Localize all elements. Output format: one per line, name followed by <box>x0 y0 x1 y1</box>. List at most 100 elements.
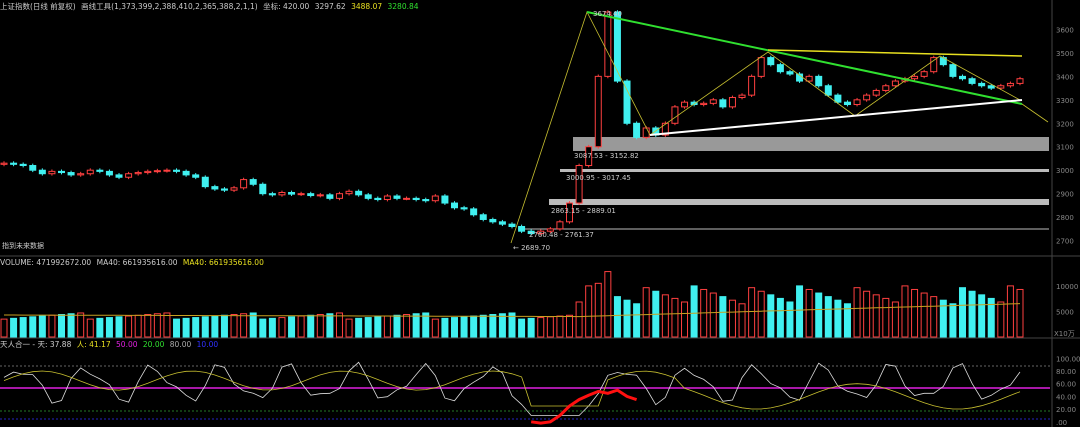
volume-bar <box>738 303 746 338</box>
price-tick-3500: 3500 <box>1056 50 1074 58</box>
candle <box>930 55 938 74</box>
volume-bar <box>633 303 641 338</box>
candle <box>278 190 286 197</box>
candle <box>824 83 832 98</box>
volume-bar <box>671 297 679 338</box>
candle <box>882 83 890 93</box>
candle <box>987 83 995 90</box>
volume-bar <box>144 314 152 338</box>
volume-bar <box>470 315 478 338</box>
volume-bar <box>834 299 842 338</box>
candle <box>585 144 593 168</box>
candle <box>374 196 382 202</box>
volume-bar <box>613 296 621 338</box>
candle <box>144 169 152 175</box>
volume-tick-10000: 10000 <box>1056 283 1078 291</box>
indicator-tick-4: 80.00 <box>1056 368 1076 376</box>
candle <box>125 171 133 180</box>
indicator-10: 10.00 <box>196 340 219 349</box>
candle <box>566 201 574 224</box>
candle <box>316 192 324 198</box>
volume-bar <box>0 318 8 338</box>
candle <box>134 170 142 176</box>
volume-bar <box>441 317 449 338</box>
candle <box>690 100 698 107</box>
candle <box>479 212 487 222</box>
candle <box>383 194 391 202</box>
volume-bar <box>508 312 516 338</box>
volume-bar <box>805 288 813 338</box>
candle <box>719 97 727 109</box>
candle <box>307 191 315 198</box>
volume-bar <box>220 314 228 338</box>
support-band-3 <box>549 199 1049 205</box>
support-band-2 <box>560 169 1049 172</box>
candle <box>0 161 8 167</box>
candle <box>67 170 75 177</box>
volume-bar <box>1006 285 1014 338</box>
candle <box>891 79 899 88</box>
candle <box>911 74 919 81</box>
volume-bar <box>383 315 391 338</box>
volume-bar <box>10 317 18 338</box>
volume-bar <box>815 292 823 338</box>
candle <box>58 169 66 175</box>
volume-bar <box>824 296 832 338</box>
candle <box>920 69 928 79</box>
volume-label: VOLUME: 471992672.00 <box>0 258 92 267</box>
volume-bar <box>748 287 756 338</box>
candle <box>403 196 411 201</box>
indicator-tian-line <box>3 361 1021 416</box>
candle <box>671 104 679 126</box>
candle <box>623 79 631 126</box>
volume-bar <box>498 313 506 338</box>
candle <box>498 219 506 227</box>
volume-bar <box>901 285 909 338</box>
candle <box>441 194 449 205</box>
candle <box>767 55 775 67</box>
volume-bar <box>978 294 986 338</box>
volume-bar <box>211 315 219 338</box>
indicator-ref-lines <box>0 365 1050 420</box>
indicator-ren-line <box>3 370 1021 410</box>
candle <box>968 76 976 86</box>
volume-bar <box>1016 288 1024 338</box>
indicator-ren: 人: 41.17 <box>76 340 111 349</box>
volume-bar <box>882 297 890 338</box>
volume-bar <box>690 285 698 338</box>
candle <box>297 191 305 197</box>
price-tick-3300: 3300 <box>1056 97 1074 105</box>
volume-bar <box>719 296 727 338</box>
candle <box>48 169 56 176</box>
volume-bar <box>891 301 899 338</box>
indicator-signal-line <box>530 388 638 425</box>
indicator-tick-5: 100.00 <box>1056 355 1080 363</box>
indicator-80: 80.00 <box>169 340 192 349</box>
candle <box>201 175 209 189</box>
yellow-trendline <box>767 49 1023 57</box>
volume-tick-5000: 5000 <box>1056 308 1074 316</box>
candle <box>604 10 612 79</box>
candle <box>326 192 334 201</box>
volume-bar <box>709 292 717 338</box>
candle <box>556 219 564 231</box>
green-value: 3280.84 <box>387 2 419 11</box>
candle <box>805 74 813 83</box>
volume-bar <box>422 312 430 338</box>
volume-bar <box>316 314 324 338</box>
volume-bar <box>920 292 928 338</box>
volume-bar <box>776 297 784 338</box>
candle <box>939 55 947 67</box>
volume-bar <box>134 314 142 338</box>
volume-bar <box>939 299 947 338</box>
volume-bar <box>115 316 123 338</box>
indicator-tick-0: .00 <box>1056 419 1067 427</box>
candle <box>815 74 823 88</box>
volume-bar <box>288 316 296 338</box>
index-name: 上证指数(日线 前复权) <box>0 2 76 11</box>
volume-bar <box>987 297 995 338</box>
candle <box>240 177 248 190</box>
candle <box>728 95 736 109</box>
